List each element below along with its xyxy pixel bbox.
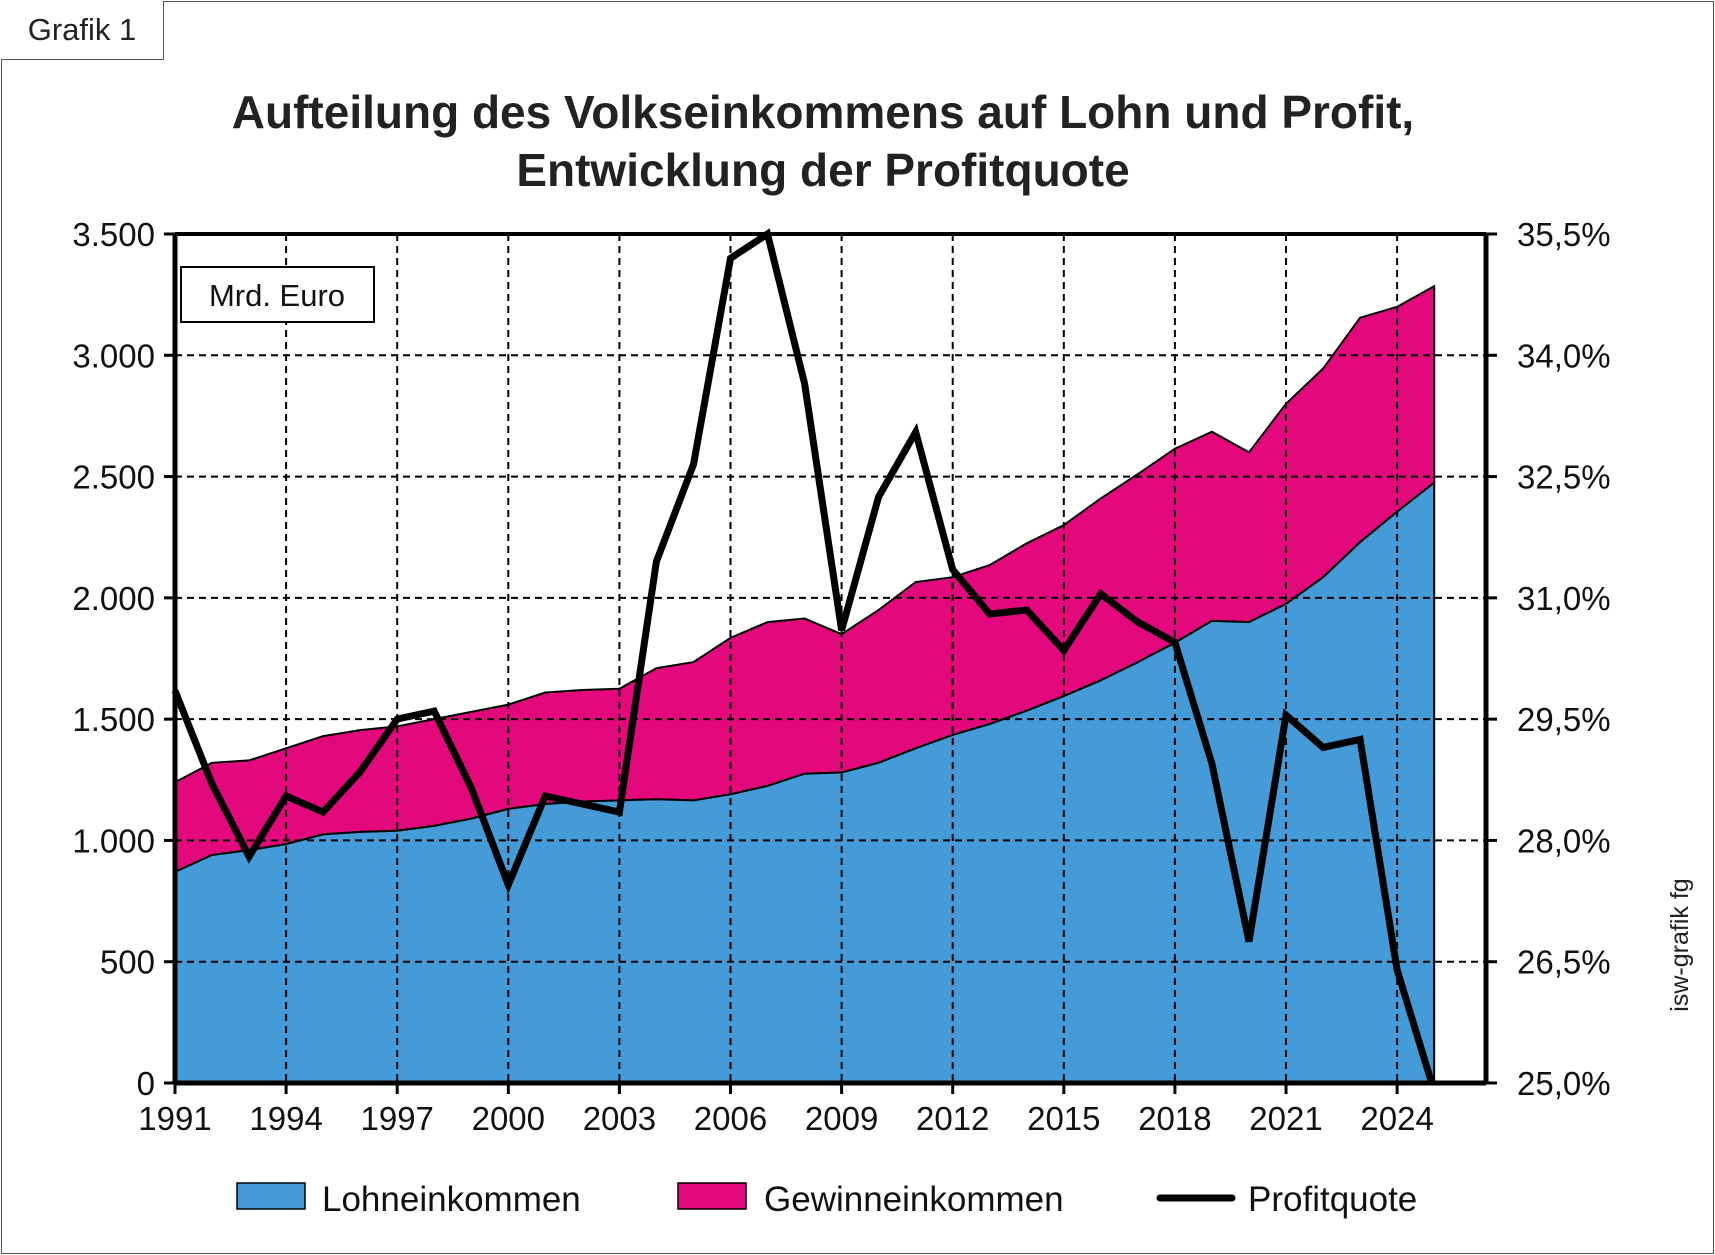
y-right-tick-label: 32,5% <box>1517 459 1611 496</box>
y-left-tick-label: 500 <box>100 944 155 981</box>
y-left-tick-label: 3.000 <box>72 337 155 374</box>
legend-swatch-lohneinkommen <box>236 1182 306 1210</box>
grid-layer <box>175 233 1486 1083</box>
chart-title-line-2: Entwicklung der Profitquote <box>516 144 1129 196</box>
unit-box-frame <box>180 266 375 323</box>
y-left-tick-label: 0 <box>137 1065 155 1102</box>
x-tick-label: 2006 <box>694 1100 767 1137</box>
line-profitquote <box>171 228 1436 1085</box>
axes-layer <box>164 232 1497 1094</box>
y-right-tick-label: 31,0% <box>1517 580 1611 617</box>
grafik-label: Grafik 1 <box>1 1 164 60</box>
y-left-tick-label: 2.500 <box>72 459 155 496</box>
legend-swatch-gewinneinkommen <box>677 1182 747 1210</box>
area-lohneinkommen <box>174 480 1436 1084</box>
y-left-tick-label: 1.000 <box>72 822 155 859</box>
y-right-tick-label: 26,5% <box>1517 944 1611 981</box>
x-tick-label: 1991 <box>138 1100 211 1137</box>
x-tick-label: 2009 <box>805 1100 878 1137</box>
x-tick-label: 2012 <box>916 1100 989 1137</box>
y-right-tick-label: 35,5% <box>1517 216 1611 253</box>
y-left-tick-label: 2.000 <box>72 580 155 617</box>
profit-line-layer <box>171 228 1436 1085</box>
x-tick-label: 2021 <box>1249 1100 1322 1137</box>
unit-box: Mrd. Euro <box>180 266 375 323</box>
legend: Lohneinkommen Gewinneinkommen Profitquot… <box>236 1180 1417 1219</box>
y-left-tick-label: 3.500 <box>72 216 155 253</box>
legend-label-lohneinkommen: Lohneinkommen <box>322 1180 581 1219</box>
y-right-tick-label: 28,0% <box>1517 822 1611 859</box>
credit-label: isw-grafik fg <box>1666 878 1694 1011</box>
y-right-tick-label: 25,0% <box>1517 1065 1611 1102</box>
y-left-tick-label: 1.500 <box>72 701 155 738</box>
y-right-tick-label: 34,0% <box>1517 337 1611 374</box>
legend-label-gewinneinkommen: Gewinneinkommen <box>764 1180 1064 1219</box>
x-tick-label: 2024 <box>1360 1100 1433 1137</box>
x-tick-label: 2003 <box>583 1100 656 1137</box>
x-tick-label: 2015 <box>1027 1100 1100 1137</box>
tick-label-layer: 0 500 1.000 1.500 2.000 2.500 3.000 3.500 25,0% 2… <box>72 216 1610 1137</box>
unit-label: Mrd. Euro <box>209 278 345 313</box>
y-right-tick-label: 29,5% <box>1517 701 1611 738</box>
x-tick-label: 1997 <box>360 1100 433 1137</box>
x-tick-label: 2018 <box>1138 1100 1211 1137</box>
legend-label-profitquote: Profitquote <box>1248 1180 1417 1219</box>
chart-title-line-1: Aufteilung des Volkseinkommens auf Lohn … <box>232 86 1414 138</box>
x-tick-label: 1994 <box>249 1100 322 1137</box>
x-tick-label: 2000 <box>472 1100 545 1137</box>
